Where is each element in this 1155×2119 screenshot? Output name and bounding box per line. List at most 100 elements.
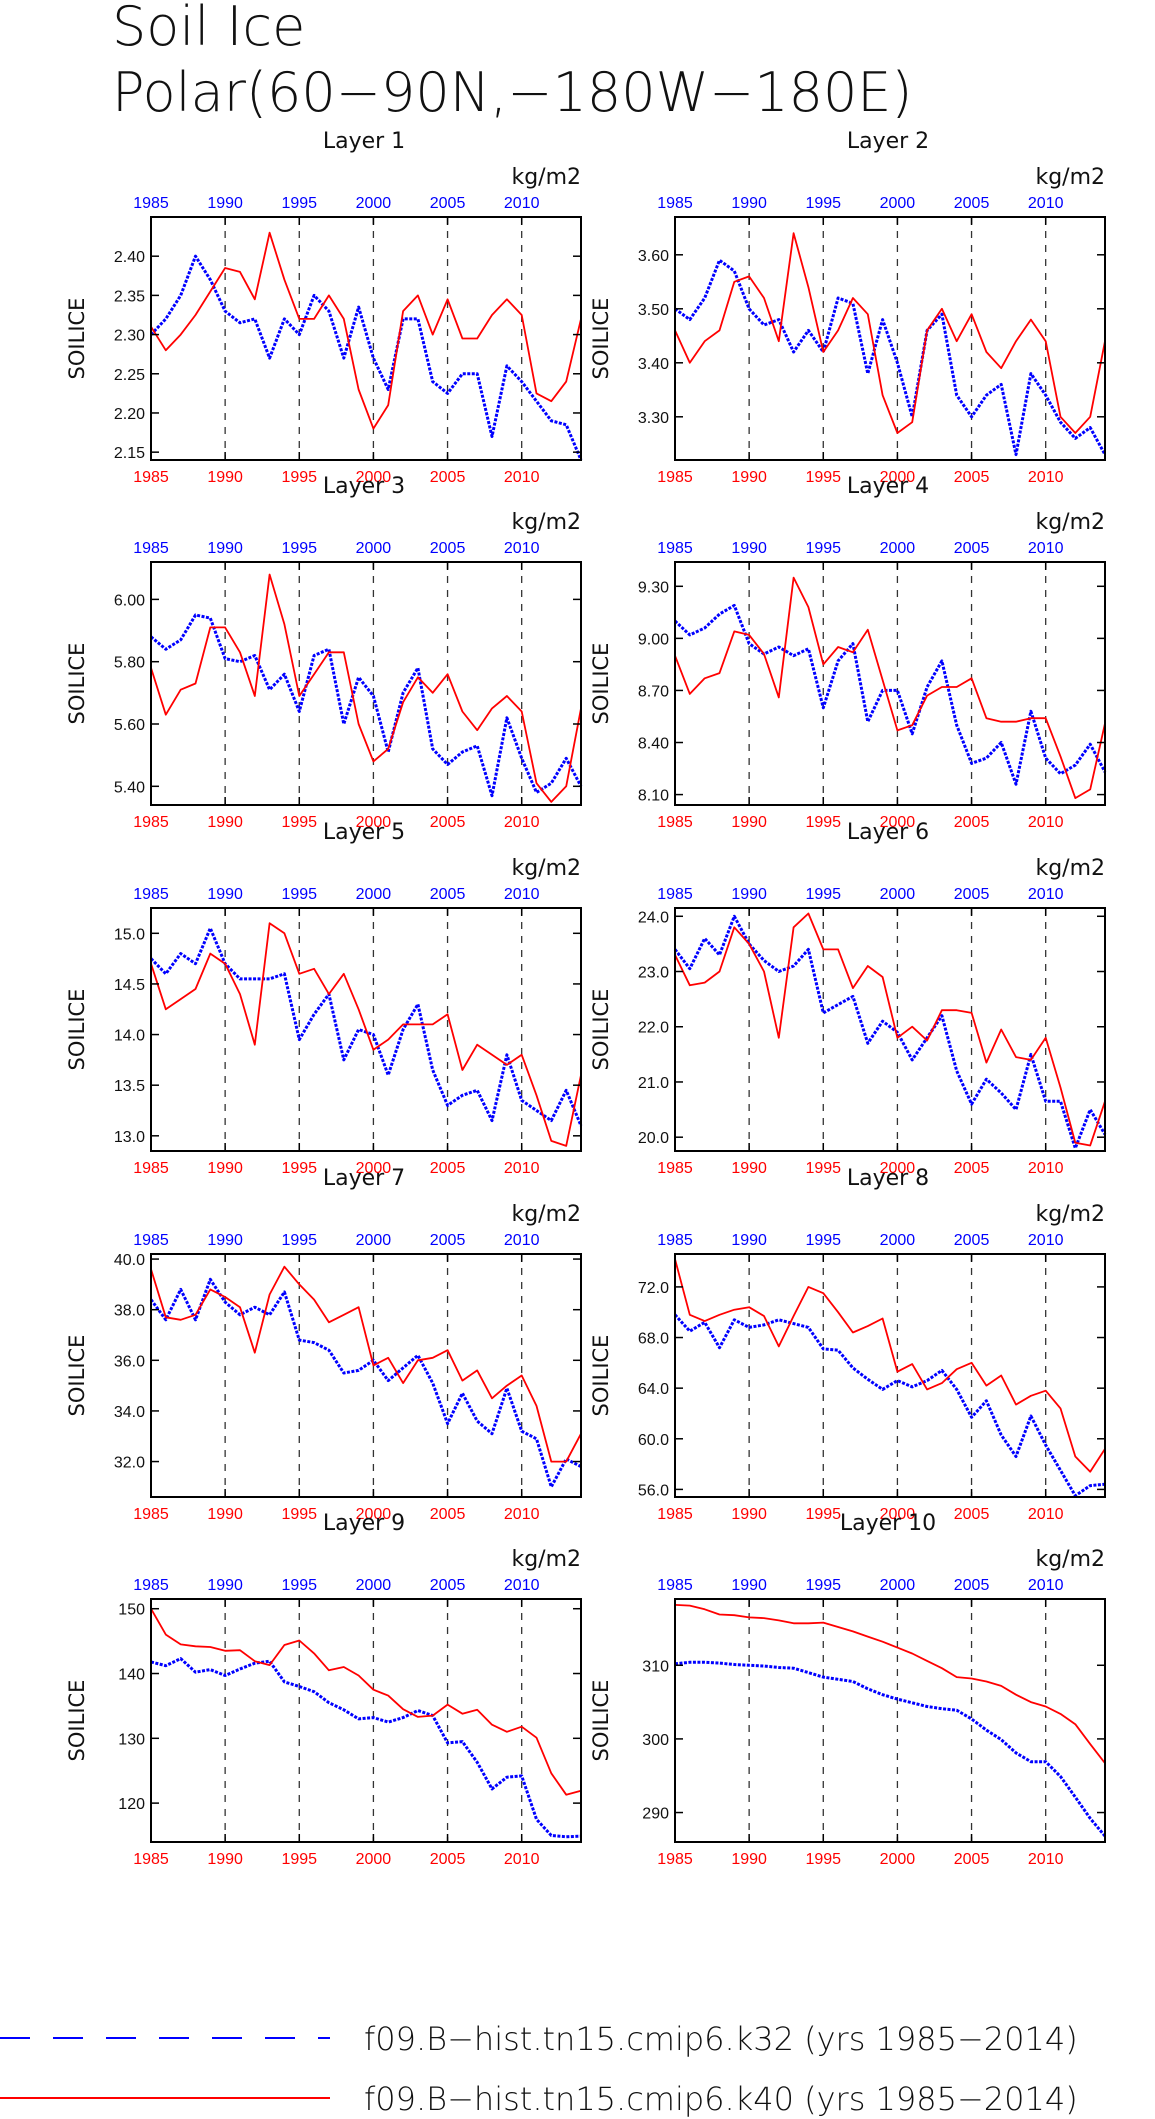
x-tick-label-top: 1990 <box>207 540 243 557</box>
units-label: kg/m2 <box>511 856 581 881</box>
x-tick-label-top: 2000 <box>356 1577 392 1594</box>
x-tick-label-top: 1995 <box>805 540 841 557</box>
x-tick-label-bottom: 1995 <box>805 469 841 486</box>
x-tick-label-bottom: 2010 <box>504 469 540 486</box>
y-tick-label: 5.60 <box>114 717 145 734</box>
x-tick-label-top: 1995 <box>281 1577 317 1594</box>
plot-frame <box>674 216 1106 461</box>
y-tick-label: 8.40 <box>638 736 669 753</box>
x-tick-label-bottom: 1995 <box>281 814 317 831</box>
x-tick-label-top: 1990 <box>731 540 767 557</box>
x-tick-label-bottom: 1990 <box>207 469 243 486</box>
units-label: kg/m2 <box>1035 856 1105 881</box>
y-tick-label: 8.70 <box>638 683 669 700</box>
x-tick-label-bottom: 1995 <box>281 1506 317 1523</box>
x-tick-label-top: 2010 <box>1028 1577 1064 1594</box>
x-tick-label-top: 2010 <box>504 886 540 903</box>
x-tick-label-bottom: 2010 <box>1028 814 1064 831</box>
panel-layer-1: 2.15 2.20 2.25 2.30 2.35 2.40 1985 1985 1990 1990… <box>65 129 583 486</box>
y-tick-label: 140 <box>118 1667 145 1684</box>
panel-layer-4: 8.10 8.40 8.70 9.00 9.30 1985 1985 1990 1990 1995… <box>589 474 1107 831</box>
y-tick-label: 8.10 <box>638 788 669 805</box>
plot-frame <box>150 216 582 461</box>
panel-title: Layer 9 <box>323 1511 405 1536</box>
x-tick-label-bottom: 1990 <box>207 1851 243 1868</box>
plot-frame <box>150 561 582 806</box>
panel-layer-7: 32.0 34.0 36.0 38.0 40.0 1985 1985 1990 1990 1995… <box>65 1166 582 1523</box>
y-tick-label: 2.25 <box>114 367 145 384</box>
y-tick-label: 6.00 <box>114 592 145 609</box>
y-axis-label: SOILICE <box>65 643 89 725</box>
panel-layer-10: 290 300 310 1985 1985 1990 1990 1995 1995 2000 200… <box>589 1511 1107 1868</box>
panel-title: Layer 7 <box>323 1166 405 1191</box>
y-tick-label: 9.00 <box>638 631 669 648</box>
y-tick-label: 56.0 <box>638 1482 669 1499</box>
series-k40-line <box>674 1604 1106 1764</box>
units-label: kg/m2 <box>511 1202 581 1227</box>
legend-label-blue: f09.B−hist.tn15.cmip6.k32 (yrs 1985−2014… <box>364 2020 1078 2058</box>
units-label: kg/m2 <box>1035 165 1105 190</box>
x-tick-label-bottom: 2005 <box>430 1506 466 1523</box>
x-tick-label-top: 2010 <box>1028 540 1064 557</box>
x-tick-label-top: 1985 <box>133 1232 169 1249</box>
y-tick-label: 300 <box>642 1732 669 1749</box>
x-tick-label-bottom: 2005 <box>954 1160 990 1177</box>
y-axis-label: SOILICE <box>65 1335 89 1417</box>
panel-layer-3: 5.40 5.60 5.80 6.00 1985 1985 1990 1990 1995 1995… <box>65 474 583 831</box>
panel-title: Layer 2 <box>847 129 929 154</box>
panel-layer-9: 120 130 140 150 1985 1985 1990 1990 1995 1995 2000… <box>65 1511 582 1868</box>
y-axis-label: SOILICE <box>589 1680 613 1762</box>
plot-frame <box>674 561 1106 806</box>
x-tick-label-top: 1990 <box>731 886 767 903</box>
panel-title: Layer 8 <box>847 1166 929 1191</box>
y-tick-label: 2.35 <box>114 288 145 305</box>
panel-title: Layer 1 <box>323 129 405 154</box>
x-tick-label-top: 1995 <box>805 195 841 212</box>
panel-title: Layer 4 <box>847 474 929 499</box>
x-tick-label-top: 1995 <box>281 1232 317 1249</box>
x-tick-label-bottom: 2000 <box>356 1506 392 1523</box>
panel-layer-8: 56.0 60.0 64.0 68.0 72.0 1985 1985 1990 1990 1995… <box>589 1166 1106 1523</box>
x-tick-label-top: 1985 <box>133 1577 169 1594</box>
y-tick-label: 40.0 <box>114 1252 145 1269</box>
x-tick-label-top: 1985 <box>657 195 693 212</box>
units-label: kg/m2 <box>1035 1202 1105 1227</box>
x-tick-label-bottom: 1985 <box>657 1506 693 1523</box>
plot-frame <box>674 1598 1106 1843</box>
y-axis-label: SOILICE <box>65 1680 89 1762</box>
x-tick-label-top: 2010 <box>504 1232 540 1249</box>
x-tick-label-bottom: 2010 <box>1028 1851 1064 1868</box>
x-tick-label-bottom: 2000 <box>880 1160 916 1177</box>
panel-layer-2: 3.30 3.40 3.50 3.60 1985 1985 1990 1990 1995 1995… <box>589 129 1107 486</box>
series-k40-line <box>150 573 582 803</box>
x-tick-label-top: 1995 <box>805 886 841 903</box>
series-k32-line <box>674 258 1107 457</box>
series-k40-line <box>150 922 582 1147</box>
x-tick-label-bottom: 2005 <box>954 469 990 486</box>
x-tick-label-bottom: 2000 <box>356 1160 392 1177</box>
y-tick-label: 3.40 <box>638 356 669 373</box>
x-tick-label-bottom: 1985 <box>133 1506 169 1523</box>
x-tick-label-top: 2005 <box>430 195 466 212</box>
series-k40-line <box>674 232 1106 434</box>
x-tick-label-top: 2010 <box>504 195 540 212</box>
series-k32-line <box>149 254 583 461</box>
x-tick-label-top: 2010 <box>504 1577 540 1594</box>
x-tick-label-bottom: 2005 <box>430 814 466 831</box>
x-tick-label-top: 1995 <box>281 195 317 212</box>
units-label: kg/m2 <box>511 510 581 535</box>
x-tick-label-bottom: 1985 <box>133 814 169 831</box>
x-tick-label-bottom: 2010 <box>1028 1506 1064 1523</box>
x-tick-label-top: 1990 <box>731 195 767 212</box>
x-tick-label-top: 1990 <box>207 1232 243 1249</box>
x-tick-label-top: 2000 <box>356 1232 392 1249</box>
chart-panels: 2.15 2.20 2.25 2.30 2.35 2.40 1985 1985 1990 1990… <box>65 129 1107 1868</box>
y-tick-label: 3.30 <box>638 410 669 427</box>
figure-title-line-1: Soil Ice <box>112 0 305 58</box>
x-tick-label-top: 1985 <box>133 540 169 557</box>
x-tick-label-bottom: 2010 <box>504 1851 540 1868</box>
series-k32-line <box>149 1277 582 1489</box>
x-tick-label-bottom: 2005 <box>430 1160 466 1177</box>
x-tick-label-bottom: 2000 <box>356 469 392 486</box>
